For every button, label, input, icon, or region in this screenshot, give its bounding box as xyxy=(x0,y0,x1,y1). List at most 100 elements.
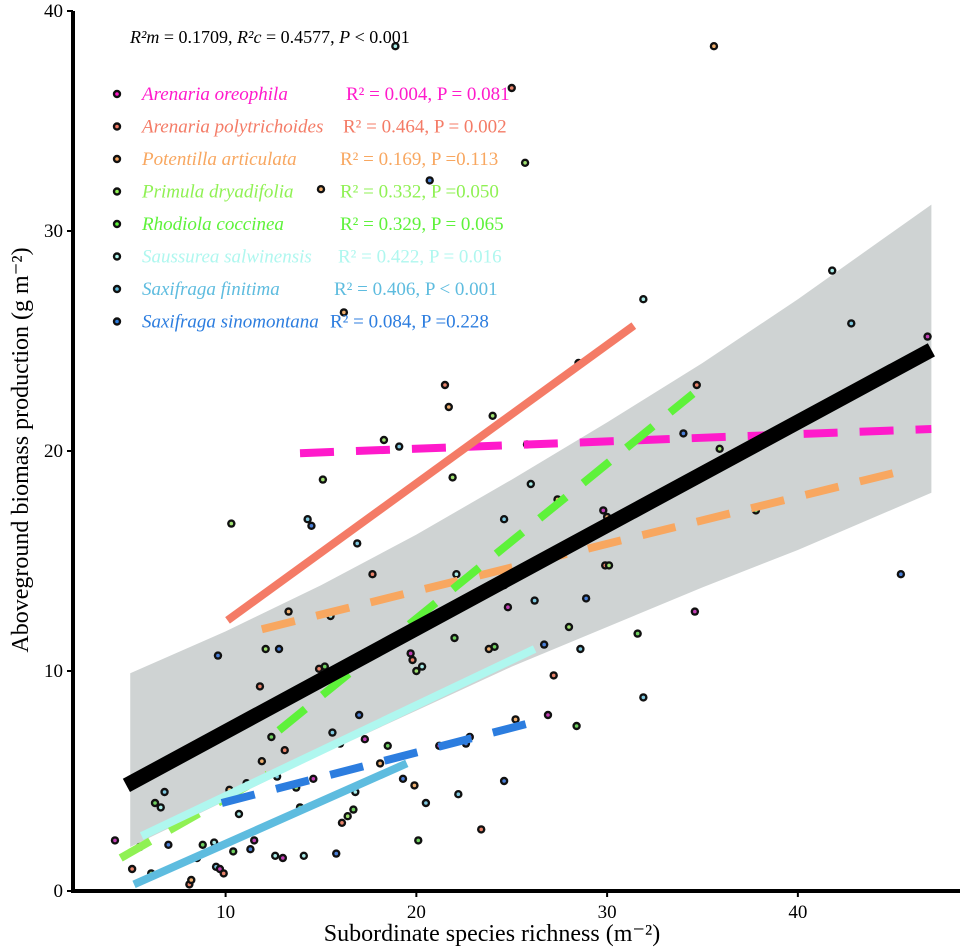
legend-series-name: Saxifraga sinomontana xyxy=(142,312,319,333)
confidence-band-layer xyxy=(130,204,932,848)
confidence-band xyxy=(130,204,932,848)
data-point-core xyxy=(212,840,216,845)
data-point-core xyxy=(899,572,903,576)
data-point-core xyxy=(420,664,424,669)
legend: Arenaria oreophila R² = 0.004, P = 0.081 A… xyxy=(112,84,510,333)
y-axis-title: Aboveground biomass production (g m⁻²) xyxy=(8,247,34,652)
data-point-core xyxy=(424,801,428,805)
regression-line-arenaria-polytrichoides xyxy=(225,322,637,624)
legend-series-name: Primula dryadifolia xyxy=(141,182,293,203)
data-point-core xyxy=(578,647,583,651)
data-point-core xyxy=(229,521,234,526)
legend-series-name: Saxifraga finitima xyxy=(142,279,280,300)
data-point-core xyxy=(334,851,339,856)
data-point-core xyxy=(513,717,518,722)
legend-marker-core xyxy=(115,319,119,324)
data-point-core xyxy=(408,651,413,656)
data-point-core xyxy=(282,748,287,752)
data-point-core xyxy=(712,44,716,48)
data-point-core xyxy=(158,805,163,810)
data-point-core xyxy=(321,477,325,482)
legend-series-stat: R² = 0.169, P =0.113 xyxy=(340,149,498,170)
x-tick-label: 30 xyxy=(598,902,617,923)
data-point-core xyxy=(693,609,697,614)
y-tick-label: 0 xyxy=(54,881,64,902)
data-point-core xyxy=(269,735,274,739)
data-point-core xyxy=(849,321,854,326)
model-stats-p-value: < 0.001 xyxy=(350,27,410,47)
data-point-core xyxy=(502,517,506,521)
data-point-core xyxy=(574,724,579,728)
data-point-core xyxy=(506,605,510,609)
x-tick-label: 40 xyxy=(788,902,807,923)
data-point-core xyxy=(401,777,405,781)
data-point-core xyxy=(248,847,253,851)
data-point-core xyxy=(355,541,360,546)
data-point-core xyxy=(221,871,226,876)
data-point-core xyxy=(319,187,323,191)
data-point-core xyxy=(393,44,398,48)
data-point-core xyxy=(273,854,277,858)
x-axis-title: Subordinate species richness (m⁻²) xyxy=(324,921,660,947)
data-point-core xyxy=(216,653,220,658)
data-point-core xyxy=(397,444,401,449)
data-point-core xyxy=(414,669,419,673)
overall-regression-line xyxy=(122,343,935,792)
legend-series-stat: R² = 0.332, P =0.050 xyxy=(340,182,499,203)
data-point-core xyxy=(252,838,257,843)
regression-line-saussurea-salwinensis xyxy=(139,645,537,840)
data-point-core xyxy=(357,713,361,717)
data-point-core xyxy=(601,508,606,513)
data-point-core xyxy=(681,431,686,436)
data-point-core xyxy=(412,783,417,788)
legend-series-name: Arenaria oreophila xyxy=(140,84,288,105)
model-stats-rc-label: R²c xyxy=(236,27,261,47)
data-point-core xyxy=(509,86,514,90)
regression-line-arenaria-oreophila xyxy=(299,425,932,458)
data-point-core xyxy=(305,517,310,521)
data-point-core xyxy=(342,310,346,315)
data-point-core xyxy=(385,744,390,748)
legend-marker-core xyxy=(115,157,119,161)
legend-marker-core xyxy=(115,254,119,259)
model-stats: R²m = 0.1709, R²c = 0.4577, P < 0.001 xyxy=(129,27,410,47)
data-point-core xyxy=(532,598,537,603)
data-point-core xyxy=(542,642,546,647)
data-point-core xyxy=(717,447,722,451)
data-point-core xyxy=(925,334,930,339)
data-point-core xyxy=(382,438,386,442)
y-tick-label: 40 xyxy=(44,1,63,22)
data-point-core xyxy=(529,482,533,486)
regression-lines-layer xyxy=(118,322,935,889)
model-stats-rc-value: = 0.4577, xyxy=(261,27,339,47)
data-point-core xyxy=(340,821,344,825)
data-point-core xyxy=(322,664,327,669)
data-point-core xyxy=(830,268,834,273)
data-point-core xyxy=(317,667,321,671)
data-point-core xyxy=(487,647,491,651)
data-point-core xyxy=(635,631,640,636)
y-tick-label: 10 xyxy=(44,661,63,682)
legend-marker-core xyxy=(115,189,119,194)
data-point-core xyxy=(523,161,527,165)
data-point-core xyxy=(378,761,382,766)
y-tick-label: 30 xyxy=(44,221,63,242)
legend-marker-core xyxy=(115,222,119,226)
data-point-core xyxy=(370,572,375,576)
data-point-core xyxy=(189,878,194,882)
data-point-core xyxy=(166,843,171,847)
legend-series-stat: R² = 0.004, P = 0.081 xyxy=(346,84,510,105)
data-point-core xyxy=(641,297,646,302)
data-point-core xyxy=(490,414,495,418)
regression-line-rhodiola-coccinea xyxy=(276,390,696,734)
data-point-core xyxy=(452,636,457,640)
data-point-core xyxy=(237,812,241,816)
legend-series-name: Rhodiola coccinea xyxy=(141,214,284,235)
regression-line-saxifraga-finitima xyxy=(132,759,409,889)
data-point-core xyxy=(551,673,556,678)
data-point-core xyxy=(162,790,167,794)
data-point-core xyxy=(218,867,222,871)
data-point-core xyxy=(567,625,571,629)
data-point-core xyxy=(641,695,646,700)
data-point-core xyxy=(281,856,285,860)
